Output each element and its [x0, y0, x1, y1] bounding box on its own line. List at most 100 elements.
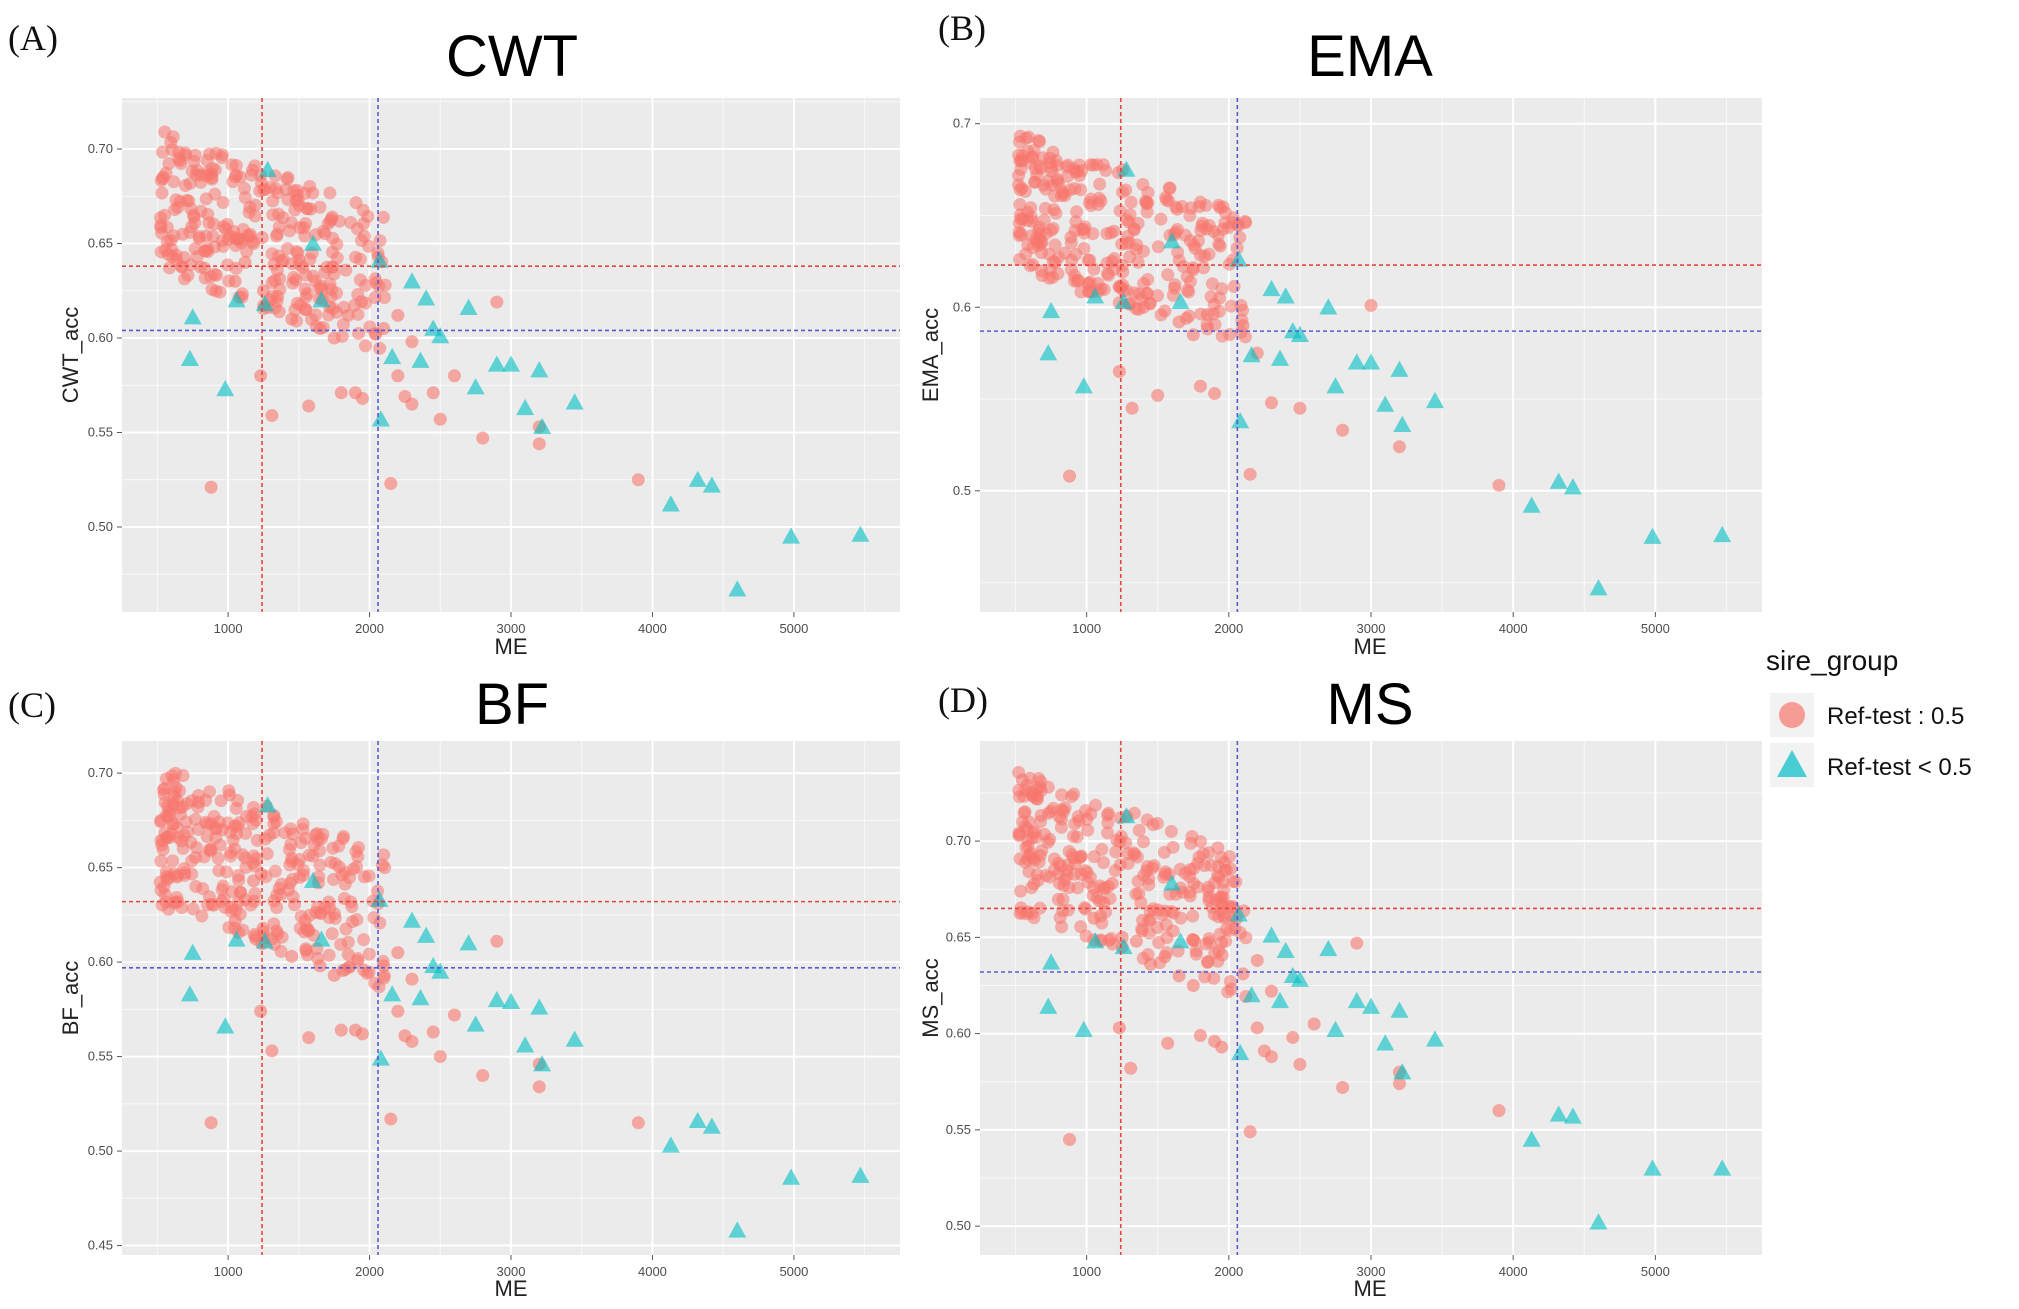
scatter-point-ref-half [1080, 812, 1094, 826]
points-layer [154, 125, 870, 597]
scatter-point-ref-less [1262, 926, 1281, 943]
scatter-point-ref-half [1350, 936, 1364, 950]
scatter-point-ref-half [1172, 254, 1186, 268]
scatter-point-ref-less [728, 1221, 747, 1238]
scatter-point-ref-half [378, 291, 392, 305]
scatter-point-ref-half [322, 911, 336, 925]
y-tick-label: 0.65 [88, 236, 113, 251]
scatter-point-ref-half [298, 229, 312, 243]
scatter-point-ref-less [258, 160, 277, 178]
scatter-point-ref-half [377, 969, 391, 983]
y-tick-label: 0.50 [88, 1143, 113, 1158]
scatter-point-ref-half [373, 916, 387, 930]
scatter-point-ref-less [1393, 415, 1412, 432]
scatter-point-ref-half [270, 888, 284, 902]
scatter-point-ref-half [288, 898, 302, 912]
scatter-point-ref-half [202, 216, 216, 230]
scatter-point-ref-half [315, 282, 329, 296]
scatter-point-ref-half [1227, 280, 1241, 294]
scatter-point-ref-half [313, 844, 327, 858]
scatter-point-ref-half [1019, 131, 1033, 145]
scatter-point-ref-less [1319, 298, 1338, 315]
scatter-point-ref-less [688, 470, 707, 487]
scatter-point-ref-half [1492, 1104, 1506, 1118]
scatter-point-ref-less [487, 355, 506, 372]
scatter-point-ref-less [1347, 991, 1366, 1009]
scatter-point-ref-half [161, 248, 175, 262]
scatter-point-ref-half [1186, 909, 1200, 923]
scatter-point-ref-half [1163, 182, 1177, 196]
scatter-point-ref-half [195, 909, 209, 923]
scatter-point-ref-half [1250, 1021, 1264, 1035]
scatter-point-ref-half [238, 893, 252, 907]
x-tick-label: 2000 [355, 621, 384, 636]
scatter-point-ref-half [1161, 1036, 1175, 1050]
scatter-point-ref-half [248, 159, 262, 173]
scatter-point-ref-half [283, 858, 297, 872]
scatter-point-ref-half [476, 431, 490, 445]
scatter-point-ref-half [391, 308, 405, 322]
y-tick-label: 0.60 [88, 330, 113, 345]
scatter-point-ref-half [1158, 950, 1172, 964]
scatter-point-ref-half [1200, 308, 1214, 322]
scatter-point-ref-half [1070, 830, 1084, 844]
scatter-point-ref-half [1054, 820, 1068, 834]
scatter-point-ref-less [1390, 1001, 1409, 1018]
x-tick-label: 5000 [779, 621, 808, 636]
scatter-point-ref-half [351, 288, 365, 302]
scatter-point-ref-half [1044, 804, 1058, 818]
y-axis-label: CWT_acc [58, 307, 83, 404]
scatter-point-ref-half [231, 794, 245, 808]
x-tick-label: 3000 [1357, 621, 1386, 636]
y-tick-label: 0.60 [946, 1026, 971, 1041]
x-tick-label: 3000 [497, 621, 526, 636]
scatter-point-ref-half [1161, 268, 1175, 282]
scatter-point-ref-less [255, 294, 274, 312]
scatter-point-ref-half [281, 242, 295, 256]
scatter-point-ref-less [661, 495, 680, 512]
scatter-point-ref-half [204, 844, 218, 858]
scatter-point-ref-half [1136, 835, 1150, 849]
scatter-point-ref-half [1138, 194, 1152, 208]
scatter-point-ref-half [362, 947, 376, 961]
scatter-point-ref-half [1172, 969, 1186, 983]
scatter-point-ref-half [405, 397, 419, 411]
scatter-point-ref-less [688, 1111, 707, 1129]
scatter-point-ref-half [1063, 469, 1077, 483]
scatter-point-ref-less [1231, 412, 1250, 429]
scatter-point-ref-half [332, 839, 346, 853]
y-tick-label: 0.65 [88, 860, 113, 875]
scatter-point-ref-half [180, 797, 194, 811]
scatter-point-ref-half [1186, 978, 1200, 992]
scatter-point-ref-half [1083, 870, 1097, 884]
scatter-point-ref-half [313, 322, 327, 336]
panel-letter: (B) [938, 8, 986, 48]
scatter-point-ref-half [1213, 201, 1227, 215]
scatter-point-ref-half [1189, 944, 1203, 958]
scatter-point-ref-less [216, 380, 235, 397]
scatter-point-ref-half [391, 1004, 405, 1018]
scatter-point-ref-half [154, 883, 168, 897]
scatter-point-ref-half [1105, 254, 1119, 268]
x-axis-label: ME [495, 634, 528, 659]
scatter-point-ref-less [1589, 579, 1608, 596]
scatter-point-ref-half [405, 335, 419, 349]
scatter-point-ref-half [267, 826, 281, 840]
scatter-point-ref-less [1390, 360, 1409, 377]
scatter-point-ref-half [205, 171, 219, 185]
scatter-point-ref-half [1101, 808, 1115, 822]
x-tick-label: 1000 [214, 1264, 243, 1279]
scatter-point-ref-half [1124, 195, 1138, 209]
scatter-point-ref-half [324, 855, 338, 869]
scatter-point-ref-half [204, 817, 218, 831]
scatter-point-ref-half [1131, 255, 1145, 269]
scatter-point-ref-half [384, 1112, 398, 1126]
scatter-point-ref-half [298, 186, 312, 200]
scatter-point-ref-half [313, 858, 327, 872]
x-axis-label: ME [495, 1276, 528, 1301]
scatter-point-ref-less [1271, 991, 1290, 1009]
scatter-point-ref-half [223, 825, 237, 839]
scatter-point-ref-less [516, 1036, 535, 1053]
scatter-point-ref-less [258, 796, 277, 813]
scatter-point-ref-half [1112, 365, 1126, 379]
